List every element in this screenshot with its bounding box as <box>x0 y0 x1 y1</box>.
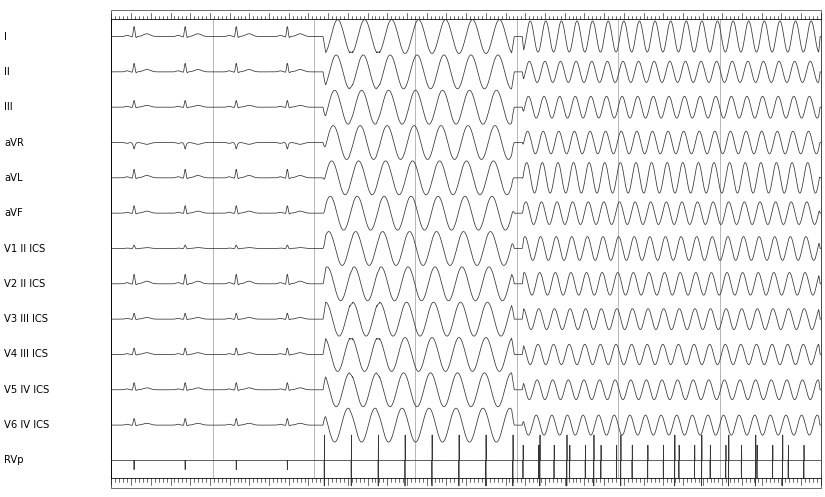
Text: aVR: aVR <box>4 138 24 148</box>
Text: V3 III ICS: V3 III ICS <box>4 314 48 324</box>
Text: III: III <box>4 102 12 112</box>
Text: I: I <box>4 31 7 42</box>
Text: aVL: aVL <box>4 173 22 183</box>
Text: aVF: aVF <box>4 208 23 218</box>
Text: V5 IV ICS: V5 IV ICS <box>4 385 50 395</box>
Text: II: II <box>4 67 10 77</box>
Bar <box>111 10 821 19</box>
Text: V4 III ICS: V4 III ICS <box>4 349 48 359</box>
Text: RVp: RVp <box>4 455 24 466</box>
Text: V2 II ICS: V2 II ICS <box>4 279 45 289</box>
Text: V6 IV ICS: V6 IV ICS <box>4 420 50 430</box>
Bar <box>111 478 821 488</box>
Text: V1 II ICS: V1 II ICS <box>4 244 45 253</box>
